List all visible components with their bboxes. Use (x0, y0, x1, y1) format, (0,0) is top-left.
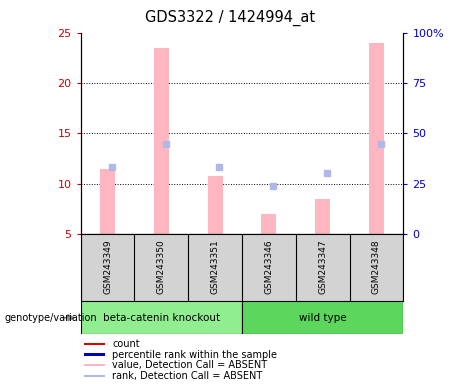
Bar (369, 43, 384, 234)
Text: rank, Detection Call = ABSENT: rank, Detection Call = ABSENT (112, 371, 262, 381)
Bar (84, 353, 105, 356)
Bar (315, 199, 330, 234)
Text: GSM243347: GSM243347 (318, 240, 327, 294)
Bar (207, 176, 223, 234)
Text: GDS3322 / 1424994_at: GDS3322 / 1424994_at (145, 10, 316, 26)
Text: GSM243348: GSM243348 (372, 240, 381, 294)
Text: GSM243350: GSM243350 (157, 240, 166, 295)
Bar (84, 364, 105, 366)
Text: genotype/variation: genotype/variation (5, 313, 97, 323)
Text: wild type: wild type (299, 313, 347, 323)
Bar (100, 169, 115, 234)
Bar (81, 301, 242, 334)
Bar (154, 48, 169, 234)
Bar (84, 374, 105, 377)
Text: count: count (112, 339, 140, 349)
Bar (261, 214, 277, 234)
Text: GSM243346: GSM243346 (265, 240, 273, 294)
Bar (242, 301, 403, 334)
Text: GSM243349: GSM243349 (103, 240, 112, 294)
Bar (84, 343, 105, 345)
Text: beta-catenin knockout: beta-catenin knockout (103, 313, 220, 323)
Text: value, Detection Call = ABSENT: value, Detection Call = ABSENT (112, 360, 267, 370)
Text: percentile rank within the sample: percentile rank within the sample (112, 349, 277, 359)
Text: GSM243351: GSM243351 (211, 240, 219, 295)
